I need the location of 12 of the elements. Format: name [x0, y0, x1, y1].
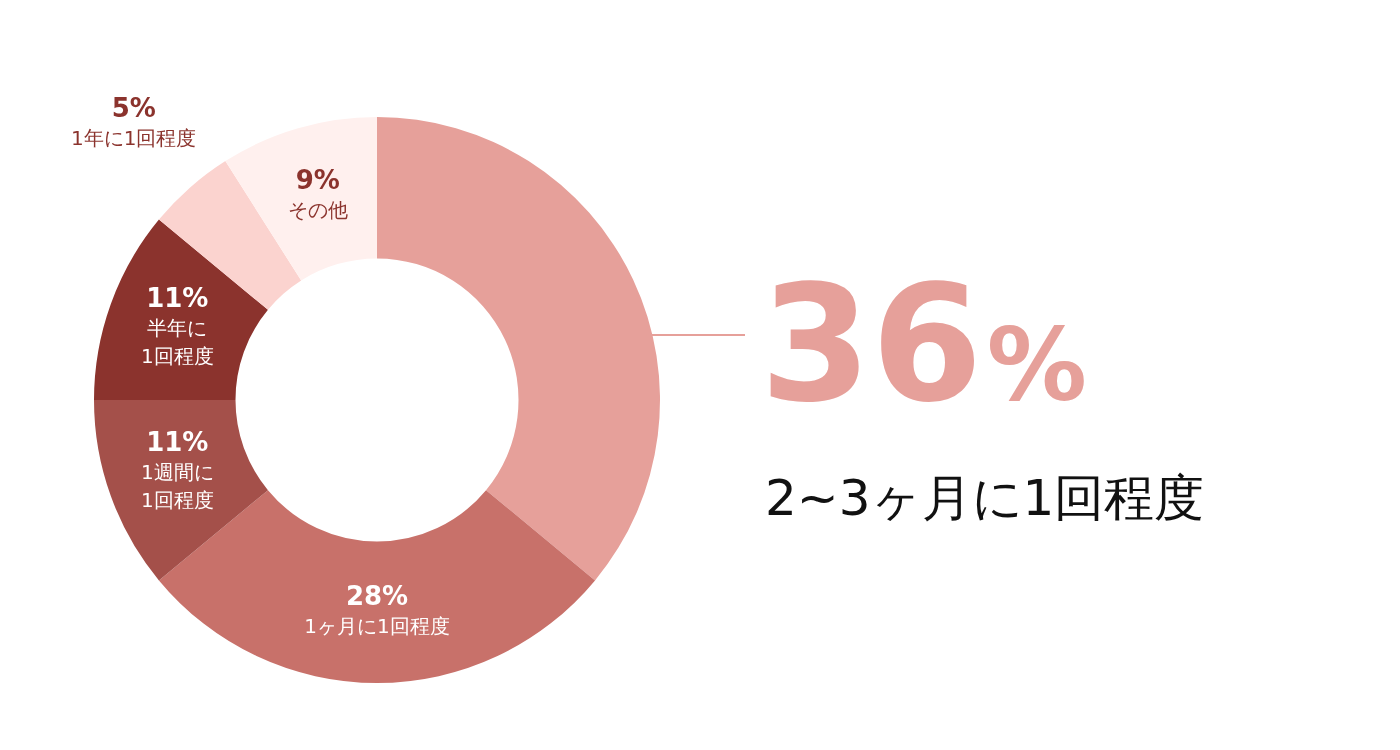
- data-label: 5%: [111, 92, 156, 123]
- data-label: 36%: [760, 251, 1087, 438]
- data-label: 11%: [146, 426, 209, 457]
- slice-label: 1週間に1回程度: [140, 460, 214, 513]
- data-label: 9%: [295, 164, 340, 195]
- slice-label: 1年に1回程度: [70, 126, 197, 151]
- data-label: 28%: [345, 581, 409, 611]
- slice-label: 半年に1回程度: [140, 316, 214, 369]
- slice-label: その他: [287, 198, 348, 223]
- slice-label: 1ヶ月に1回程度: [304, 614, 450, 639]
- data-label: 11%: [146, 282, 209, 313]
- slice-label: 2~3ヶ月に1回程度: [765, 469, 1205, 527]
